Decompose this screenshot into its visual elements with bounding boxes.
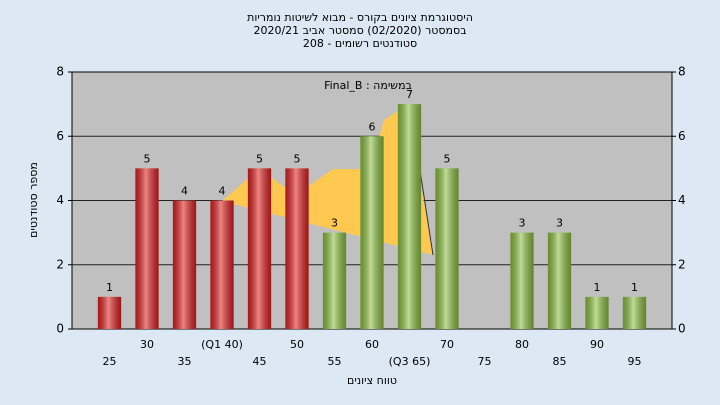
x-tick-label: 55 [328, 355, 342, 368]
x-tick-label: 25 [103, 355, 117, 368]
x-tick-label: 60 [365, 338, 379, 351]
bar-highlight [397, 104, 422, 329]
bar-highlight [435, 168, 459, 329]
bar-highlight [322, 232, 347, 329]
y2-tick-label: 6 [678, 129, 686, 143]
y2-tick-label: 4 [678, 193, 686, 207]
bar-highlight [547, 232, 572, 329]
y-tick-label: 8 [56, 65, 64, 79]
bar-highlight [247, 168, 272, 329]
x-tick-label: 85 [553, 355, 567, 368]
x-tick-label: (Q3 65) [389, 355, 431, 368]
data-label: 5 [256, 152, 263, 165]
x-tick-label: 45 [253, 355, 267, 368]
x-tick-label: 75 [478, 355, 492, 368]
x-tick-label: 30 [140, 338, 154, 351]
y2-tick-label: 8 [678, 65, 686, 79]
data-label: 3 [331, 217, 338, 230]
data-label: 5 [144, 152, 151, 165]
bar-highlight [97, 296, 122, 329]
bar-highlight [622, 296, 647, 329]
x-axis-label: טווח ציונים [347, 374, 397, 387]
bar-highlight [585, 296, 609, 329]
x-tick-label: 35 [178, 355, 192, 368]
y2-tick-label: 0 [678, 322, 686, 336]
data-label: 3 [519, 217, 526, 230]
legend-text: Final_B : במשימה [324, 79, 412, 92]
data-label: 7 [406, 88, 413, 101]
y-tick-label: 0 [56, 322, 64, 336]
bar-highlight [285, 168, 309, 329]
bar-highlight [510, 232, 534, 329]
chart-subtitle: סטודנטים רשומים - 208 [303, 37, 417, 50]
chart-title: היסטוגרמת ציונים בקורס - מבוא לשיטות נומ… [247, 11, 473, 24]
data-label: 3 [556, 217, 563, 230]
y-tick-label: 4 [56, 193, 64, 207]
y-tick-label: 2 [56, 257, 64, 271]
data-label: 1 [106, 281, 113, 294]
data-label: 5 [294, 152, 301, 165]
chart-subtitle: בסמסטר (02/2020) סמסטר אביב 2020/21 [253, 24, 466, 37]
data-label: 5 [444, 152, 451, 165]
bar-highlight [210, 200, 234, 329]
y-tick-label: 6 [56, 129, 64, 143]
y2-tick-label: 2 [678, 257, 686, 271]
x-tick-label: 95 [628, 355, 642, 368]
bar-highlight [172, 200, 197, 329]
data-label: 1 [594, 281, 601, 294]
x-tick-label: 70 [440, 338, 454, 351]
data-label: 4 [181, 185, 188, 198]
y-axis-label: מספר סטודנטים [27, 162, 40, 238]
x-tick-label: 90 [590, 338, 604, 351]
data-label: 1 [631, 281, 638, 294]
bar-highlight [360, 136, 384, 329]
x-tick-label: 80 [515, 338, 529, 351]
x-tick-label: (Q1 40) [201, 338, 243, 351]
data-label: 4 [219, 185, 226, 198]
x-tick-label: 50 [290, 338, 304, 351]
bar-highlight [135, 168, 159, 329]
data-label: 6 [369, 120, 376, 133]
